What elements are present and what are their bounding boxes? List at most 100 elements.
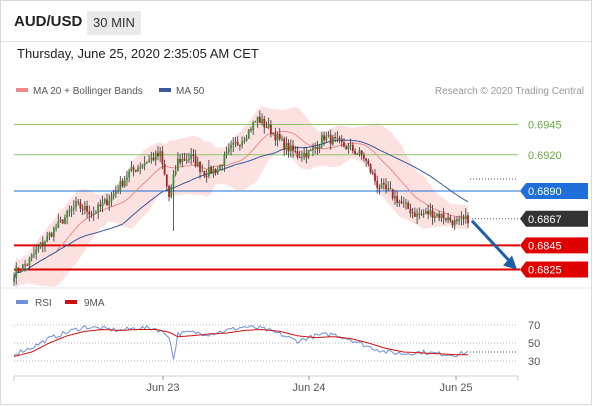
candle (33, 246, 35, 259)
candle (283, 136, 286, 157)
candle (447, 212, 449, 224)
candle-body (250, 129, 252, 131)
candle-body (190, 154, 193, 159)
candle (460, 211, 463, 226)
candle-body (451, 220, 454, 226)
level-tag (520, 183, 588, 199)
candle-body (254, 121, 257, 123)
candle (451, 220, 454, 228)
candle (407, 200, 410, 210)
candle (345, 144, 348, 150)
candle-body (272, 133, 275, 135)
candle-body (427, 211, 430, 215)
candle-body (52, 228, 55, 237)
candle (90, 210, 93, 218)
candle-body (303, 152, 306, 157)
candle (334, 132, 337, 143)
candle (192, 149, 195, 163)
rsi-tick-label: 70 (528, 320, 540, 332)
candle (294, 145, 297, 154)
candle (444, 217, 447, 223)
candle (256, 116, 259, 128)
level-tag (520, 237, 588, 254)
candle-body (422, 213, 425, 215)
candle (154, 150, 157, 166)
level-0.6867: 0.6867 (472, 210, 588, 227)
candle (325, 132, 328, 143)
candle-body (460, 217, 463, 219)
candle (128, 168, 131, 183)
candle (258, 110, 261, 124)
candle-body (185, 160, 188, 162)
rsi-legend-label: RSI (35, 298, 52, 309)
credit-label: Research © 2020 Trading Central (435, 86, 584, 97)
candle (438, 210, 441, 222)
candle-body (46, 235, 49, 242)
candle (134, 169, 137, 173)
candle-body (456, 219, 458, 221)
candle-body (223, 154, 226, 166)
candle (230, 140, 232, 156)
candle (41, 236, 44, 253)
candle (46, 231, 49, 243)
timeframe-badge[interactable]: 30 MIN (87, 11, 141, 35)
candle-body (320, 135, 323, 146)
chart-header: AUD/USD 30 MIN (1, 1, 591, 42)
candle (30, 253, 33, 262)
candle (400, 195, 403, 205)
rsi-ma-legend-swatch (65, 300, 77, 304)
candle-body (192, 154, 195, 157)
candle-body (99, 204, 102, 207)
candle-body (44, 241, 46, 246)
candle (86, 200, 88, 219)
candle-body (425, 211, 427, 214)
candle-body (19, 271, 22, 273)
candle (17, 267, 20, 273)
candle-body (453, 219, 456, 226)
candle-body (126, 177, 128, 181)
candle-body (68, 210, 71, 212)
candle (121, 178, 124, 188)
candle (356, 152, 359, 155)
candle-body (347, 145, 350, 150)
candle-body (70, 208, 73, 211)
candle (219, 164, 221, 170)
candle (145, 161, 148, 164)
candle-body (199, 161, 201, 172)
ma50-legend-label: MA 50 (176, 86, 205, 97)
candle-body (289, 145, 292, 152)
candle (114, 185, 117, 199)
candle (343, 137, 345, 148)
level-label: 0.6945 (528, 120, 562, 132)
candle (349, 138, 352, 151)
candle (252, 120, 255, 135)
level-label: 0.6920 (528, 150, 562, 162)
candle-body (141, 165, 144, 168)
candle (148, 154, 150, 163)
candle (394, 189, 396, 205)
candle (199, 161, 201, 179)
rsi-tick-label: 50 (528, 338, 540, 350)
candle-body (179, 158, 181, 163)
candle (433, 211, 436, 223)
candle-body (75, 201, 77, 208)
candle (274, 127, 277, 146)
candle-body (394, 196, 396, 199)
candle (13, 272, 15, 286)
candle-body (152, 157, 155, 161)
candle-body (90, 213, 93, 215)
candle (214, 168, 217, 176)
candle-body (338, 137, 341, 140)
bollinger-band (14, 106, 468, 289)
candle-body (72, 207, 75, 209)
x-axis: Jun 23 Jun 24 Jun 25 (13, 375, 519, 394)
candle-body (21, 264, 24, 272)
candle (413, 207, 416, 218)
candle (365, 157, 368, 167)
candle-body (396, 196, 399, 203)
candle (467, 212, 469, 228)
candle (210, 165, 213, 174)
candle (70, 205, 73, 218)
candle (269, 120, 272, 138)
candle (422, 209, 425, 219)
